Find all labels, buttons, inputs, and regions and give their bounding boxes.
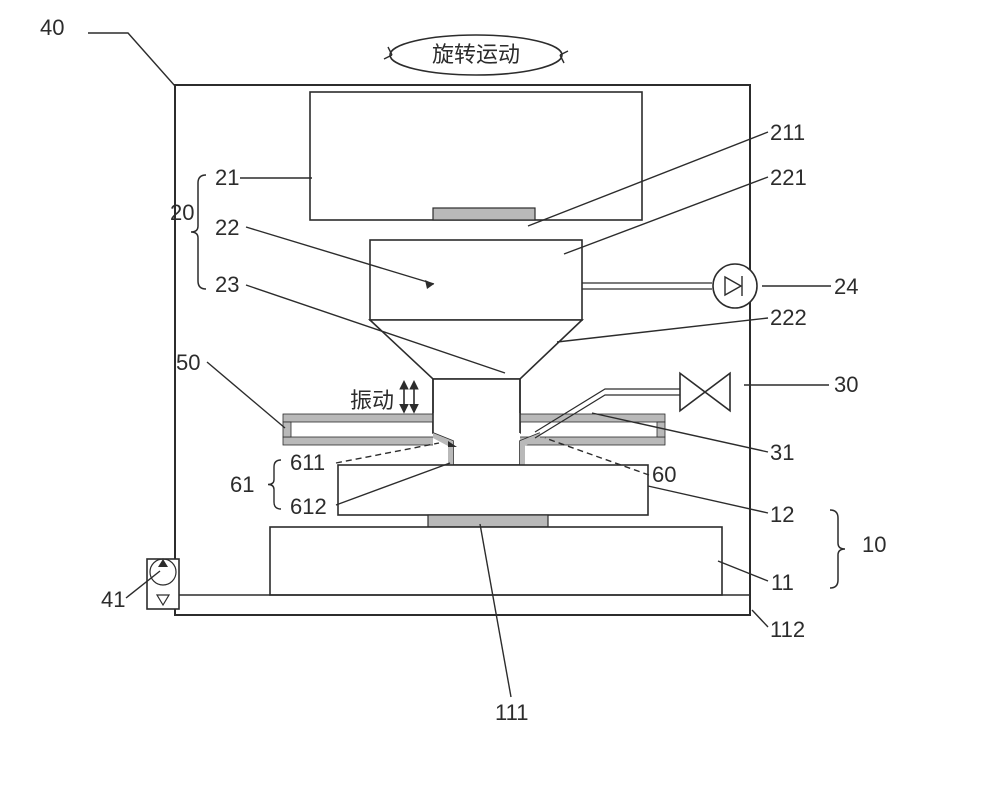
ref-label-10: 10: [862, 532, 886, 557]
technical-diagram: 旋转运动振动 40 21 20 22 23 50 211 221 24 222 30 31 60 12 10 1…: [0, 0, 1000, 786]
vibration-label: 振动: [350, 388, 394, 413]
ref-label-23: 23: [215, 272, 239, 297]
ref-label-31: 31: [770, 440, 794, 465]
ref-label-611: 611: [290, 450, 325, 475]
ref-label-30: 30: [834, 372, 858, 397]
ref-label-12: 12: [770, 502, 794, 527]
ref-label-21: 21: [215, 165, 239, 190]
ref-label-22: 22: [215, 215, 239, 240]
ref-label-612: 612: [290, 494, 327, 519]
ref-label-60: 60: [652, 462, 676, 487]
ref-label-211: 211: [770, 120, 805, 145]
ref-label-222: 222: [770, 305, 807, 330]
ref-label-41: 41: [101, 587, 125, 612]
ref-label-221: 221: [770, 165, 807, 190]
ref-label-111: 111: [495, 700, 528, 725]
ref-label-61: 61: [230, 472, 254, 497]
ref-label-24: 24: [834, 274, 858, 299]
ref-label-50: 50: [176, 350, 200, 375]
ref-label-40: 40: [40, 15, 64, 40]
ref-label-20: 20: [170, 200, 194, 225]
ref-label-11: 11: [771, 570, 794, 595]
rotary-motion-label: 旋转运动: [432, 42, 520, 67]
ref-label-112: 112: [770, 617, 805, 642]
